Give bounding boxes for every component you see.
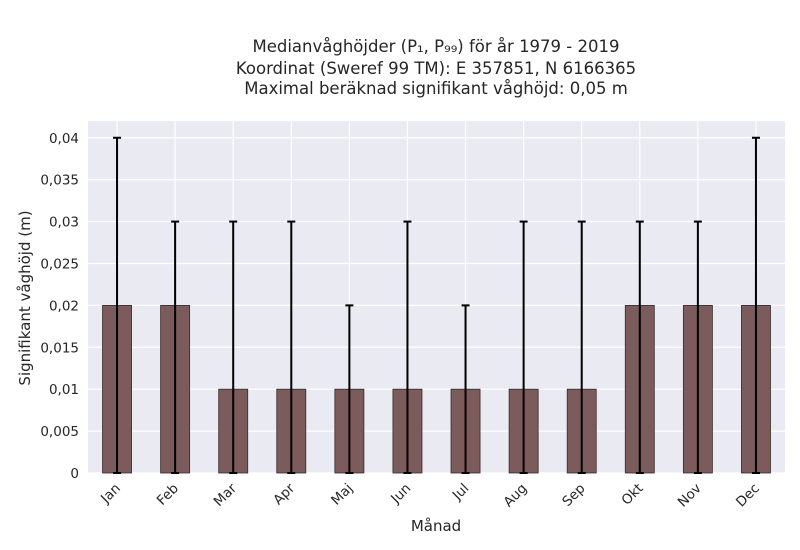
x-tick-label-jan: Jan bbox=[97, 481, 124, 508]
x-tick-label-aug: Aug bbox=[500, 481, 530, 511]
plot-area bbox=[88, 121, 785, 473]
title-line-1: Medianvåghöjder (P₁, P₉₉) för år 1979 - … bbox=[252, 37, 619, 56]
chart-title: Medianvåghöjder (P₁, P₉₉) för år 1979 - … bbox=[236, 37, 636, 98]
error-bars bbox=[113, 136, 760, 474]
error-bar-apr bbox=[287, 220, 296, 474]
x-tick-label-jul: Jul bbox=[449, 481, 473, 505]
x-tick-label-dec: Dec bbox=[733, 481, 763, 511]
y-axis-ticks: 0 0,005 0,01 0,015 0,02 0,025 0,03 0,035 0,04 bbox=[40, 131, 79, 482]
x-tick-label-nov: Nov bbox=[675, 481, 705, 511]
y-tick-label: 0,03 bbox=[49, 215, 79, 231]
title-line-3: Maximal beräknad signifikant våghöjd: 0,… bbox=[244, 79, 628, 98]
error-bar-maj bbox=[345, 304, 354, 474]
x-tick-label-feb: Feb bbox=[154, 481, 182, 509]
y-tick-label: 0,025 bbox=[40, 256, 79, 272]
error-bar-aug bbox=[519, 220, 528, 474]
y-tick-label: 0,035 bbox=[40, 173, 79, 189]
x-tick-label-sep: Sep bbox=[559, 481, 588, 510]
error-bar-okt bbox=[635, 220, 644, 474]
y-tick-label: 0,015 bbox=[40, 340, 79, 356]
x-tick-label-jun: Jun bbox=[387, 481, 414, 508]
title-line-2: Koordinat (Sweref 99 TM): E 357851, N 61… bbox=[236, 59, 636, 78]
y-tick-label: 0,02 bbox=[49, 298, 79, 314]
y-axis-label: Signifikant våghöjd (m) bbox=[16, 210, 34, 385]
x-tick-label-mar: Mar bbox=[211, 480, 241, 510]
error-bar-mar bbox=[229, 220, 238, 474]
error-bar-jun bbox=[403, 220, 412, 474]
x-tick-label-maj: Maj bbox=[328, 481, 356, 509]
y-tick-label: 0,01 bbox=[49, 382, 79, 398]
error-bar-jan bbox=[113, 136, 122, 474]
error-bar-nov bbox=[693, 220, 702, 474]
x-axis-ticks: Jan Feb Mar Apr Maj Jun Jul Aug Sep Okt Nov Dec bbox=[97, 480, 763, 510]
error-bar-feb bbox=[171, 220, 180, 474]
y-tick-label: 0 bbox=[70, 466, 79, 482]
y-tick-label: 0,04 bbox=[49, 131, 79, 147]
y-tick-label: 0,005 bbox=[40, 424, 79, 440]
error-bar-sep bbox=[577, 220, 586, 474]
x-axis-label: Månad bbox=[411, 517, 461, 535]
error-bar-jul bbox=[461, 304, 470, 474]
error-bar-dec bbox=[751, 136, 760, 474]
x-tick-label-apr: Apr bbox=[270, 480, 298, 508]
x-tick-label-okt: Okt bbox=[619, 481, 647, 509]
